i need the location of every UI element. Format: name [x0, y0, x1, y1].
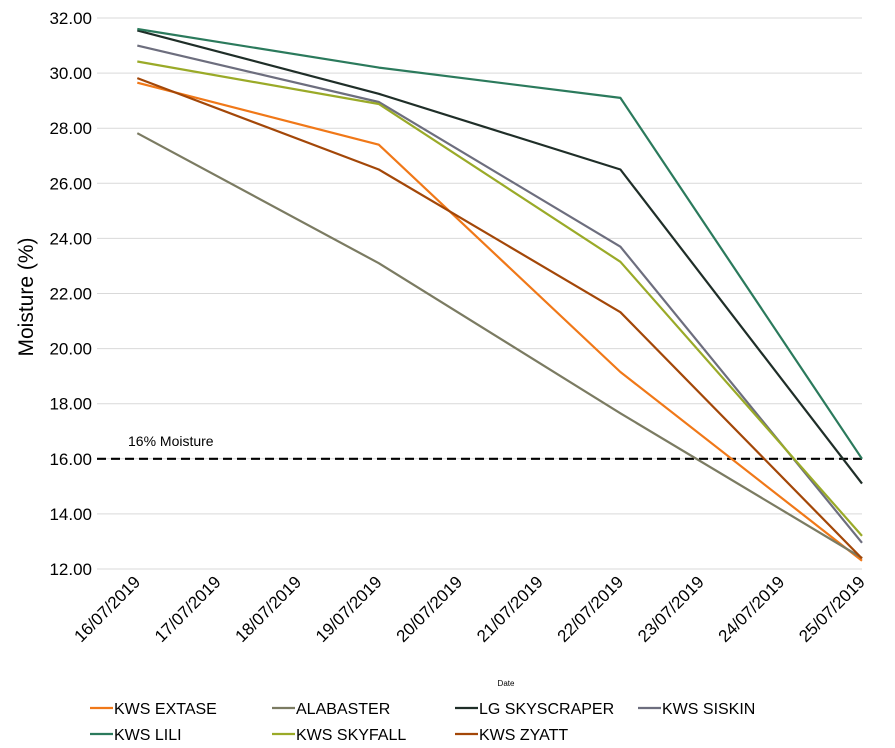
legend-entry: KWS SKYFALL — [296, 727, 406, 744]
series-line-alabaster — [136, 132, 863, 559]
series-line-lg-skyscraper — [137, 29, 863, 485]
legend-entry: LG SKYSCRAPER — [479, 701, 614, 718]
legend-entry: KWS ZYATT — [479, 727, 568, 744]
y-tick-label: 28.00 — [49, 119, 92, 138]
x-tick-label: 17/07/2019 — [151, 572, 225, 646]
x-tick-label: 18/07/2019 — [232, 572, 306, 646]
series-line-kws-extase — [137, 81, 863, 562]
x-tick-label: 20/07/2019 — [393, 572, 467, 646]
y-tick-label: 14.00 — [49, 505, 92, 524]
y-tick-label: 16.00 — [49, 450, 92, 469]
legend-entry: KWS LILI — [114, 727, 182, 744]
gridlines — [97, 17, 862, 570]
y-tick-label: 20.00 — [49, 340, 92, 359]
y-tick-label: 18.00 — [49, 395, 92, 414]
y-tick-label: 32.00 — [49, 9, 92, 28]
x-axis-title: Date — [498, 679, 515, 688]
x-tick-label: 19/07/2019 — [312, 572, 386, 646]
series-line-kws-lili — [137, 27, 863, 460]
legend: KWS EXTASE ALABASTER LG SKYSCRAPER KWS SISK… — [90, 701, 755, 744]
series-line-kws-siskin — [137, 44, 863, 544]
x-tick-label: 25/07/2019 — [795, 572, 869, 646]
y-tick-label: 30.00 — [49, 64, 92, 83]
series-line-kws-skyfall — [137, 60, 863, 537]
y-axis: 12.00 14.00 16.00 18.00 20.00 22.00 24.00 26.00… — [49, 9, 92, 579]
x-tick-label: 23/07/2019 — [634, 572, 708, 646]
x-tick-label: 22/07/2019 — [554, 572, 628, 646]
x-axis: 16/07/2019 17/07/2019 18/07/2019 19/07/2019… — [70, 572, 868, 646]
series-line-kws-zyatt — [136, 77, 863, 560]
y-axis-title: Moisture (%) — [15, 237, 38, 356]
legend-entry: KWS EXTASE — [114, 701, 217, 718]
y-tick-label: 26.00 — [49, 174, 92, 193]
y-tick-label: 22.00 — [49, 285, 92, 304]
y-tick-label: 12.00 — [49, 560, 92, 579]
x-tick-label: 24/07/2019 — [715, 572, 789, 646]
series-lines — [136, 27, 863, 562]
x-tick-label: 16/07/2019 — [70, 572, 144, 646]
reference-line-group: 16% Moisture — [97, 433, 862, 460]
y-tick-label: 24.00 — [49, 229, 92, 248]
legend-entry: KWS SISKIN — [662, 701, 755, 718]
reference-line-label: 16% Moisture — [128, 433, 214, 449]
legend-entry: ALABASTER — [296, 701, 390, 718]
x-tick-label: 21/07/2019 — [473, 572, 547, 646]
